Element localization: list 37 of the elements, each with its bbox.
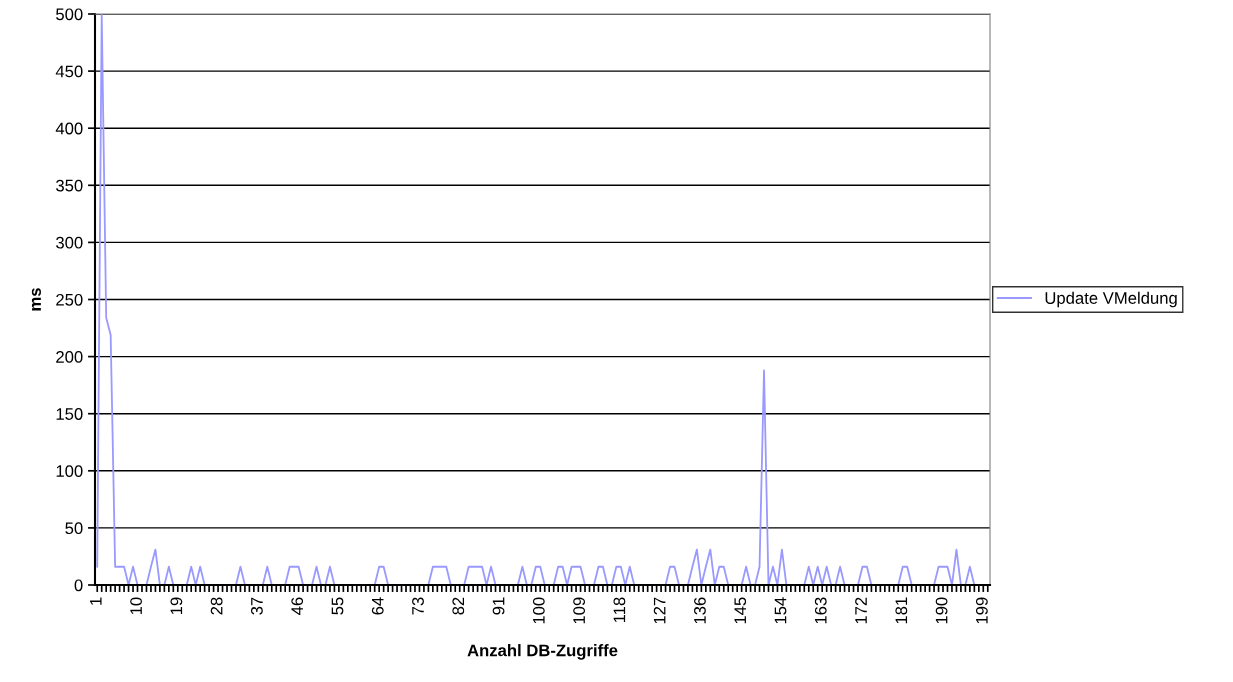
x-tick-label: 136 bbox=[694, 597, 706, 624]
x-tick-label: 28 bbox=[210, 597, 223, 615]
x-tick-label: 118 bbox=[613, 597, 626, 623]
y-tick-label: 150 bbox=[56, 408, 83, 420]
y-tick-label: 500 bbox=[56, 8, 83, 21]
x-tick-label: 82 bbox=[452, 597, 465, 615]
x-tick-label: 100 bbox=[532, 597, 545, 624]
x-tick-label: 19 bbox=[170, 597, 183, 615]
y-tick-label: 50 bbox=[65, 522, 83, 535]
x-tick-label: 37 bbox=[251, 597, 263, 615]
y-tick-label: 250 bbox=[56, 293, 83, 306]
x-tick-label: 91 bbox=[492, 597, 505, 615]
x-axis-title: Anzahl DB-Zugriffe bbox=[467, 644, 618, 660]
x-tick-label: 1 bbox=[90, 597, 102, 605]
y-tick-label: 0 bbox=[74, 579, 83, 592]
x-tick-label: 73 bbox=[412, 597, 424, 615]
x-tick-label: 181 bbox=[895, 597, 908, 624]
y-tick-label: 450 bbox=[55, 65, 83, 78]
y-tick-label: 200 bbox=[56, 351, 83, 363]
x-tick-label: 64 bbox=[371, 597, 384, 615]
x-tick-label: 190 bbox=[935, 597, 948, 624]
x-tick-label: 10 bbox=[130, 597, 142, 615]
y-tick-label: 400 bbox=[55, 122, 83, 135]
x-tick-label: 199 bbox=[975, 597, 988, 624]
x-tick-label: 46 bbox=[291, 597, 304, 615]
legend-label: Update VMeldung bbox=[1045, 291, 1177, 308]
x-tick-label: 163 bbox=[814, 597, 827, 624]
y-tick-label: 300 bbox=[56, 236, 83, 249]
x-tick-label: 55 bbox=[331, 597, 344, 615]
x-tick-label: 145 bbox=[734, 597, 747, 624]
x-tick-label: 127 bbox=[653, 597, 666, 624]
x-tick-label: 154 bbox=[774, 597, 787, 624]
x-tick-label: 109 bbox=[573, 597, 586, 624]
x-tick-label: 172 bbox=[855, 597, 867, 624]
y-axis-title: ms bbox=[31, 288, 41, 311]
y-tick-label: 100 bbox=[56, 465, 83, 477]
y-tick-label: 350 bbox=[56, 179, 83, 192]
